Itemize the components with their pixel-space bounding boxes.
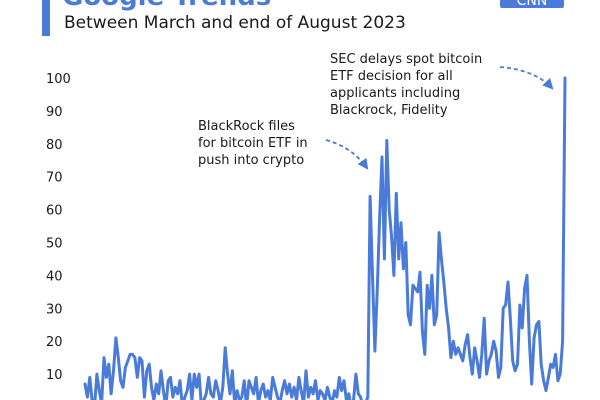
y-tick-label: 30 — [46, 302, 63, 317]
y-tick-label: 90 — [46, 105, 63, 120]
title-accent-bar — [42, 0, 50, 36]
chart-title: Google Trends — [62, 0, 271, 12]
annotation-text: SEC delays spot bitcoin ETF decision for … — [330, 52, 482, 118]
series-line — [83, 76, 567, 400]
series-group — [83, 76, 567, 400]
chart-subtitle: Between March and end of August 2023 — [64, 13, 406, 33]
y-tick-label: 20 — [46, 335, 63, 350]
source-logo-badge: CNN — [500, 0, 564, 8]
y-tick-label: 50 — [46, 237, 63, 252]
y-axis: 10 20 30 40 50 60 70 80 90 100 — [46, 72, 71, 383]
y-tick-label: 40 — [46, 269, 63, 284]
annotations: BlackRock files for bitcoin ETF in push in… — [198, 52, 554, 170]
y-tick-label: 70 — [46, 171, 63, 186]
annotation-text: BlackRock files for bitcoin ETF in push in… — [198, 119, 308, 168]
y-tick-label: 100 — [46, 72, 71, 87]
annotation-arrow — [499, 66, 554, 90]
y-tick-label: 80 — [46, 138, 63, 153]
annotation-arrow — [325, 139, 369, 170]
y-tick-label: 10 — [46, 368, 63, 383]
y-tick-label: 60 — [46, 204, 63, 219]
